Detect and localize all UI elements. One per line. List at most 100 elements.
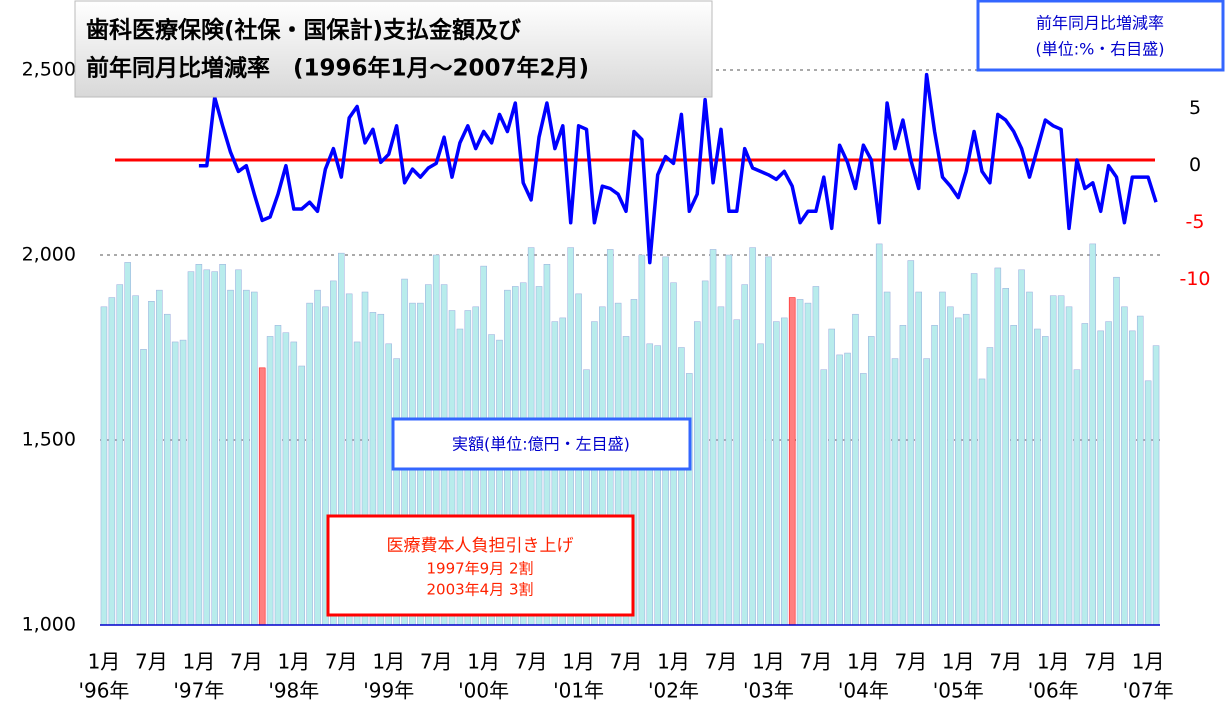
bar: [1089, 243, 1097, 626]
bar: [1105, 321, 1112, 626]
y-tick-label: 1,000: [22, 614, 76, 636]
bar: [266, 336, 274, 626]
y2-tick-label: -10: [1179, 268, 1210, 290]
bar: [258, 367, 266, 626]
bar: [875, 243, 883, 626]
bar: [148, 301, 155, 626]
bar: [741, 284, 748, 626]
x-tick-label: 1月: [657, 650, 690, 674]
bar-label-box: [391, 417, 692, 471]
bar: [1065, 306, 1073, 626]
bar: [994, 267, 1002, 626]
bar: [171, 341, 179, 626]
y-tick-label: 2,000: [22, 244, 76, 266]
x-tick-label: 7月: [515, 650, 548, 674]
bar: [1018, 269, 1025, 626]
x-tick-label: 7月: [1084, 650, 1117, 674]
x-tick-label: 1月: [467, 650, 500, 674]
x-year-label: '01年: [553, 679, 604, 703]
bar: [1144, 380, 1152, 626]
bar: [1113, 276, 1120, 626]
bar: [227, 289, 234, 626]
x-tick-label: 7月: [989, 650, 1022, 674]
bar: [820, 369, 828, 626]
y-tick-label: 1,500: [22, 429, 76, 451]
bar: [725, 254, 733, 626]
x-year-label: '98年: [268, 679, 319, 703]
x-tick-label: 7月: [800, 650, 833, 674]
bar: [693, 321, 701, 626]
bar: [923, 358, 930, 626]
x-tick-label: 7月: [705, 650, 738, 674]
x-tick-label: 7月: [325, 650, 358, 674]
x-tick-label: 1月: [1132, 650, 1165, 674]
x-tick-label: 7月: [135, 650, 168, 674]
x-year-label: '06年: [1028, 679, 1079, 703]
bar: [733, 319, 741, 626]
y2-label-box: [976, 0, 1225, 72]
bar: [765, 256, 772, 626]
bar: [235, 269, 242, 626]
x-tick-label: 1月: [942, 650, 975, 674]
bar: [709, 249, 717, 626]
bar: [132, 295, 139, 626]
bar: [686, 373, 693, 626]
bar: [1121, 306, 1128, 626]
bar-label: 実額(単位:億円・左目盛): [452, 435, 630, 454]
bar: [274, 325, 282, 626]
bar: [298, 365, 305, 626]
y-tick-label: 2,500: [22, 59, 76, 81]
bar: [915, 291, 922, 626]
bar: [243, 289, 250, 626]
bar: [788, 297, 796, 626]
bar: [757, 343, 764, 626]
y2-label: 前年同月比増減率: [1036, 14, 1164, 33]
chart-title: 歯科医療保険(社保・国保計)支払金額及び: [86, 17, 521, 44]
bar: [844, 352, 851, 626]
x-tick-label: 1月: [277, 650, 310, 674]
annotation: 2003年4月 3割: [426, 581, 533, 599]
bar: [970, 273, 978, 626]
bar: [1057, 295, 1065, 626]
x-year-label: '03年: [743, 679, 794, 703]
bar: [306, 302, 313, 626]
x-year-label: '00年: [458, 679, 509, 703]
bar: [1081, 323, 1089, 626]
x-tick-label: 1月: [1037, 650, 1070, 674]
y2-tick-label: -5: [1186, 211, 1205, 233]
bar: [140, 349, 147, 626]
annotation: 医療費本人負担引き上げ: [387, 536, 574, 556]
title-box: [74, 0, 713, 98]
bar: [1129, 330, 1136, 626]
bar: [219, 264, 226, 626]
bar: [868, 336, 875, 626]
bar: [907, 260, 915, 626]
bar: [717, 306, 725, 626]
bar: [250, 291, 258, 626]
annotation: 1997年9月 2割: [426, 560, 533, 578]
bar: [1042, 336, 1049, 626]
bar: [796, 299, 804, 626]
bar: [701, 280, 709, 626]
x-tick-label: 7月: [894, 650, 927, 674]
x-year-label: '07年: [1123, 679, 1174, 703]
bar: [179, 339, 187, 626]
x-tick-label: 1月: [183, 650, 216, 674]
bar: [883, 291, 891, 626]
x-year-label: '99年: [363, 679, 414, 703]
x-tick-label: 1月: [752, 650, 785, 674]
x-tick-label: 7月: [230, 650, 263, 674]
bar: [100, 306, 108, 626]
bar: [939, 291, 946, 626]
bar: [163, 313, 171, 626]
bar: [1136, 315, 1144, 626]
bar: [1152, 345, 1160, 626]
bar: [828, 328, 835, 626]
bar: [986, 347, 994, 626]
bar: [1002, 288, 1010, 626]
bar: [1034, 328, 1041, 626]
bar: [955, 317, 962, 626]
bar: [1097, 330, 1104, 626]
bar: [812, 286, 820, 626]
